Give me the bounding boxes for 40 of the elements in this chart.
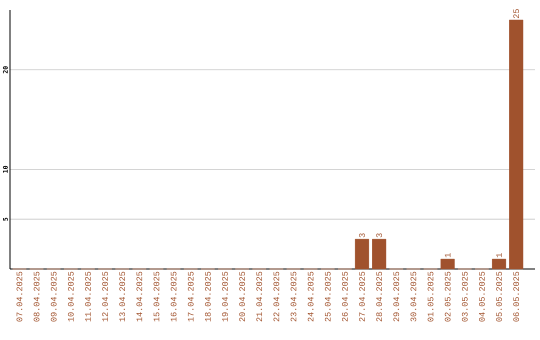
x-tick-label: 17.04.2025: [188, 272, 194, 322]
x-tick-label: 16.04.2025: [170, 272, 176, 322]
bar: [440, 258, 455, 270]
x-tick-label: 26.04.2025: [342, 272, 348, 322]
bar: [509, 20, 524, 270]
x-tick-label: 01.05.2025: [428, 272, 434, 322]
x-tick-label: 24.04.2025: [308, 272, 314, 322]
x-tick-label: 18.04.2025: [204, 272, 211, 322]
x-tick-label: 11.04.2025: [85, 272, 91, 322]
x-tick-label: 05.05.2025: [496, 272, 502, 322]
x-tick-label: 22.04.2025: [273, 272, 280, 322]
x-tick-label: 27.04.2025: [359, 272, 365, 322]
x-tick-label: 29.04.2025: [393, 272, 400, 322]
x-tick-label: 02.05.2025: [444, 272, 451, 322]
x-tick-label: 19.04.2025: [222, 272, 228, 322]
x-tick-label: 06.05.2025: [513, 272, 520, 322]
bar: [492, 258, 506, 270]
x-tick-label: 28.04.2025: [376, 272, 382, 322]
data-label: 3: [376, 233, 382, 238]
x-tick-label: 20.04.2025: [239, 272, 245, 322]
x-tick-label: 07.04.2025: [16, 272, 22, 322]
bar: [354, 238, 370, 270]
x-tick-label: 14.04.2025: [136, 272, 142, 322]
x-tick-label: 23.04.2025: [290, 272, 296, 322]
x-tick-label: 21.04.2025: [256, 272, 262, 322]
x-tick-label: 25.04.2025: [324, 272, 331, 322]
x-tick-label: 09.04.2025: [50, 272, 57, 322]
bar: [372, 238, 386, 270]
x-tick-label: 03.05.2025: [462, 272, 468, 322]
x-tick-label: 13.04.2025: [119, 272, 126, 322]
x-tick-label: 30.04.2025: [410, 272, 416, 322]
x-tick-label: 04.05.2025: [479, 272, 485, 322]
data-label: 3: [359, 233, 365, 238]
x-tick-label: 12.04.2025: [102, 272, 108, 322]
x-tick-label: 15.04.2025: [154, 272, 160, 322]
x-tick-label: 10.04.2025: [68, 272, 74, 322]
data-label: 25: [513, 9, 520, 18]
x-tick-label: 08.04.2025: [34, 272, 40, 322]
data-label: 1: [444, 253, 450, 258]
data-label: 1: [496, 253, 502, 258]
